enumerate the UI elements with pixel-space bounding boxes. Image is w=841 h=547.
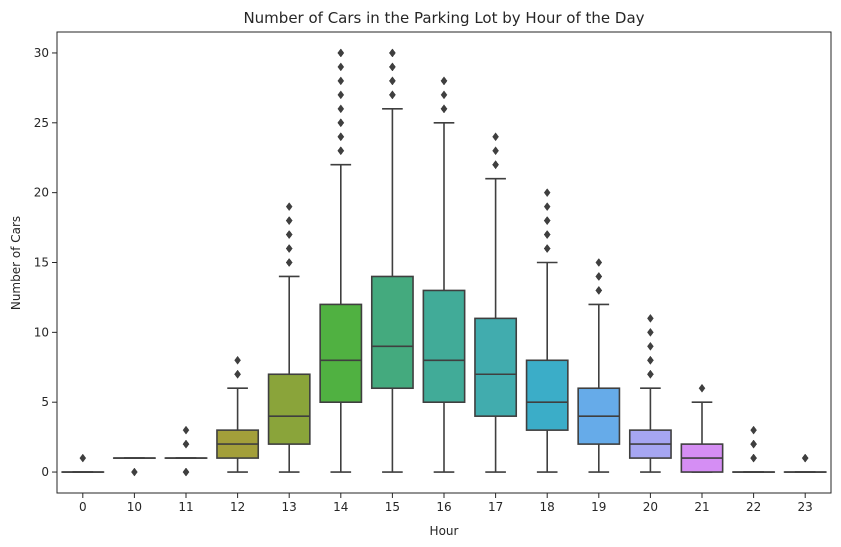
box-flier [595, 286, 603, 295]
box-flier [801, 453, 809, 463]
x-tick-label: 14 [333, 500, 348, 514]
box-flier [647, 327, 654, 337]
y-tick-label: 25 [34, 116, 49, 130]
x-tick-label: 10 [127, 500, 142, 514]
box-flier [234, 369, 241, 379]
y-tick-label: 20 [34, 186, 49, 200]
box-flier [647, 369, 654, 379]
box-flier [182, 425, 190, 435]
y-tick-label: 10 [34, 325, 49, 339]
box-iqr [525, 359, 569, 431]
box-flier [337, 90, 345, 100]
box-flier [440, 104, 448, 114]
x-tick-label: 18 [540, 500, 555, 514]
box-iqr [370, 275, 414, 390]
box-flier [595, 272, 603, 281]
box-flier [337, 62, 345, 72]
x-tick-label: 11 [178, 500, 193, 514]
box-iqr [474, 317, 518, 417]
x-tick-label: 19 [591, 500, 606, 514]
box-flier [389, 48, 396, 58]
box-flier [337, 104, 345, 114]
x-tick-label: 20 [643, 500, 658, 514]
box-flier [131, 467, 138, 477]
box-flier [337, 132, 345, 142]
box-flier [492, 146, 499, 156]
box-flier [543, 216, 551, 226]
x-tick-label: 0 [79, 500, 87, 514]
box-flier [337, 118, 345, 128]
box-flier [337, 146, 345, 156]
x-axis-label: Hour [430, 524, 459, 538]
x-tick-label: 12 [230, 500, 245, 514]
x-tick-label: 17 [488, 500, 503, 514]
box-flier [647, 341, 654, 351]
box-flier [647, 313, 654, 323]
box-flier [285, 230, 293, 239]
box-flier [285, 244, 293, 253]
box-flier [285, 216, 293, 226]
box-flier [750, 439, 757, 449]
box-flier [543, 188, 551, 198]
y-tick-label: 5 [41, 395, 49, 409]
x-tick-label: 22 [746, 500, 761, 514]
box-flier [337, 76, 345, 86]
box-flier [698, 383, 706, 393]
box-flier [337, 48, 345, 58]
box-flier [595, 258, 603, 267]
axes-frame [56, 31, 832, 494]
y-tick-label: 0 [41, 465, 49, 479]
box-flier [182, 467, 190, 477]
box-flier [543, 202, 551, 212]
box-iqr [422, 289, 466, 403]
box-flier [440, 90, 448, 100]
box-flier [79, 453, 87, 463]
y-axis-label: Number of Cars [9, 216, 23, 310]
box-flier [389, 62, 396, 72]
box-flier [543, 244, 551, 253]
y-tick-label: 15 [34, 256, 49, 270]
x-tick-label: 21 [694, 500, 709, 514]
box-iqr [267, 373, 311, 445]
x-tick-label: 15 [385, 500, 400, 514]
box-flier [492, 160, 499, 170]
plot-area: 0 5 10 15 20 25 30 0 10 11 12 13 14 15 16 17 18 19 20 21 22 2… [34, 31, 832, 514]
x-tick-label: 16 [436, 500, 451, 514]
y-tick-label: 30 [34, 46, 49, 60]
x-tick-label: 13 [282, 500, 297, 514]
box-flier [543, 230, 551, 239]
box-flier [750, 425, 757, 435]
x-tick-label: 23 [798, 500, 813, 514]
chart-title: Number of Cars in the Parking Lot by Hou… [243, 9, 644, 27]
box-flier [389, 90, 396, 100]
box-flier [234, 355, 241, 365]
box-flier [285, 258, 293, 267]
box-flier [389, 76, 396, 86]
box-flier [182, 439, 190, 449]
box-iqr [319, 303, 363, 403]
box-flier [440, 76, 448, 86]
box-flier [285, 202, 293, 212]
box-flier [647, 355, 654, 365]
box-flier [492, 132, 499, 142]
box-flier [750, 453, 757, 463]
